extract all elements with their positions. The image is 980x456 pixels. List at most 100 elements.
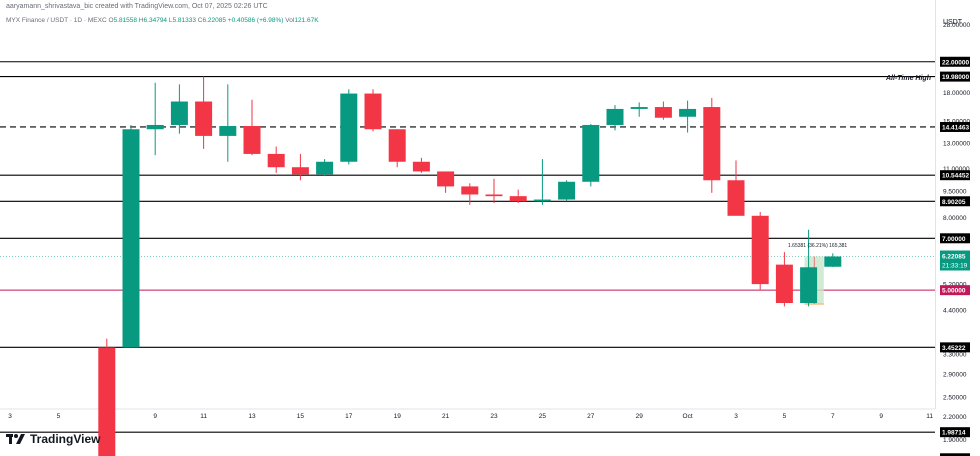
x-tick-label: 27 [587, 413, 595, 420]
price-level-badge [940, 56, 970, 67]
price-level-badge [940, 342, 970, 353]
x-tick-label: 11 [926, 413, 933, 420]
open-label: O [108, 17, 114, 24]
price-level-badge-label: 5.00000 [942, 288, 966, 295]
x-tick-label: 11 [200, 413, 207, 420]
tradingview-logo[interactable]: TradingView [6, 432, 100, 446]
candle-body [170, 101, 188, 125]
tradingview-logo-text: TradingView [30, 432, 101, 446]
candle-body [388, 129, 406, 162]
candle-body [751, 215, 769, 285]
volume-label: Vol [285, 17, 295, 24]
y-tick-label: 2.50000 [943, 395, 967, 402]
symbol-ohlc-legend[interactable]: MYX Finance / USDT · 1D · MEXC O5.81558 … [6, 17, 319, 24]
candle-body [122, 129, 140, 348]
candle-body [340, 93, 358, 162]
candle-body [461, 186, 479, 195]
candle-body [727, 180, 745, 216]
y-tick-label: 13.00000 [943, 140, 970, 147]
x-tick-label: 7 [831, 413, 835, 420]
candle-body [364, 93, 382, 130]
candle-body [485, 194, 503, 197]
x-tick-label: 13 [248, 413, 256, 420]
price-level-badge [940, 453, 970, 456]
close-label: C [197, 17, 203, 24]
close-value: 6.22085 [202, 17, 227, 24]
high-label: H [138, 17, 144, 24]
price-level-badge-label: 10.54452 [942, 173, 969, 180]
y-tick-label: 11.00000 [943, 166, 970, 173]
y-tick-label: 5.20000 [943, 282, 967, 289]
high-value: 6.34794 [143, 17, 168, 24]
low-value: 5.81333 [172, 17, 196, 24]
open-value: 5.81558 [113, 17, 138, 24]
candle-body [267, 153, 285, 168]
low-label: L [168, 17, 173, 24]
tradingview-logo-icon [6, 434, 25, 444]
candle-body [243, 126, 261, 154]
current-price-badge [940, 250, 970, 271]
candle-body [437, 171, 455, 187]
price-level-badge [940, 196, 970, 207]
x-tick-label: 21 [442, 413, 450, 420]
candle-body [146, 124, 164, 130]
candle-body [219, 126, 237, 136]
y-tick-label: 18.00000 [943, 90, 970, 97]
candle-body [824, 256, 842, 267]
x-tick-label: 3 [8, 413, 12, 420]
x-tick-label: 15 [297, 413, 305, 420]
x-tick-label: 9 [879, 413, 883, 420]
candle-body [291, 167, 309, 175]
price-level-badge [940, 233, 970, 244]
y-tick-label: 1.90000 [943, 437, 967, 444]
price-level-badge-label: 7.00000 [942, 236, 966, 243]
price-level-badge [940, 285, 970, 296]
x-tick-label: 3 [734, 413, 738, 420]
countdown-label: 21:33:19 [942, 263, 968, 270]
candle-body [533, 199, 551, 202]
x-tick-label: 5 [57, 413, 61, 420]
y-tick-label: 9.50000 [943, 189, 967, 196]
candle-body [703, 107, 721, 181]
y-tick-label: 15.00000 [943, 118, 970, 125]
x-tick-label: 29 [636, 413, 644, 420]
symbol-name[interactable]: MYX Finance / USDT · 1D · MEXC [6, 17, 107, 24]
price-level-badge [940, 170, 970, 181]
x-tick-label: 17 [345, 413, 353, 420]
price-level-badge-label: 1.98714 [942, 430, 966, 437]
price-level-badge [940, 121, 970, 132]
candle-body [800, 267, 818, 304]
all-time-high-annotation: All-Time High [886, 75, 931, 82]
candle-body [412, 161, 430, 172]
y-tick-label: 28.00000 [943, 22, 970, 29]
price-level-badge-label: 19.98000 [942, 74, 969, 81]
x-tick-label: 5 [783, 413, 787, 420]
price-level-badge-label: 14.41463 [942, 124, 969, 131]
price-level-badge-label: 8.90205 [942, 199, 966, 206]
y-tick-label: 3.30000 [943, 352, 967, 359]
price-axis-currency: USDT [942, 19, 962, 26]
x-tick-label: Oct [683, 413, 693, 420]
candle-body [606, 108, 624, 125]
change-value: +0.40586 (+6.98%) [227, 17, 284, 24]
price-level-badge-label: 3.45222 [942, 345, 966, 352]
candle-body [558, 181, 576, 200]
chart-creator-caption: aaryamann_shrivastava_bic created with T… [6, 3, 268, 10]
y-tick-label: 2.90000 [943, 372, 967, 379]
volume-value: 121.67K [294, 17, 319, 24]
candle-body [654, 107, 672, 118]
candle-body [582, 124, 600, 182]
price-level-badge [940, 71, 970, 82]
y-tick-label: 2.20000 [943, 414, 967, 421]
x-tick-label: 19 [394, 413, 402, 420]
current-price-label: 6.22085 [942, 254, 966, 261]
measure-annotation: 1.65381 (36.21%) 165,381 [788, 243, 848, 249]
candle-body [195, 101, 213, 136]
x-tick-label: 9 [153, 413, 157, 420]
price-level-badge-label: 22.00000 [942, 59, 969, 66]
y-tick-label: 8.00000 [943, 215, 967, 222]
x-tick-label: 25 [539, 413, 547, 420]
candle-body [775, 264, 793, 304]
candle-body [509, 196, 527, 202]
